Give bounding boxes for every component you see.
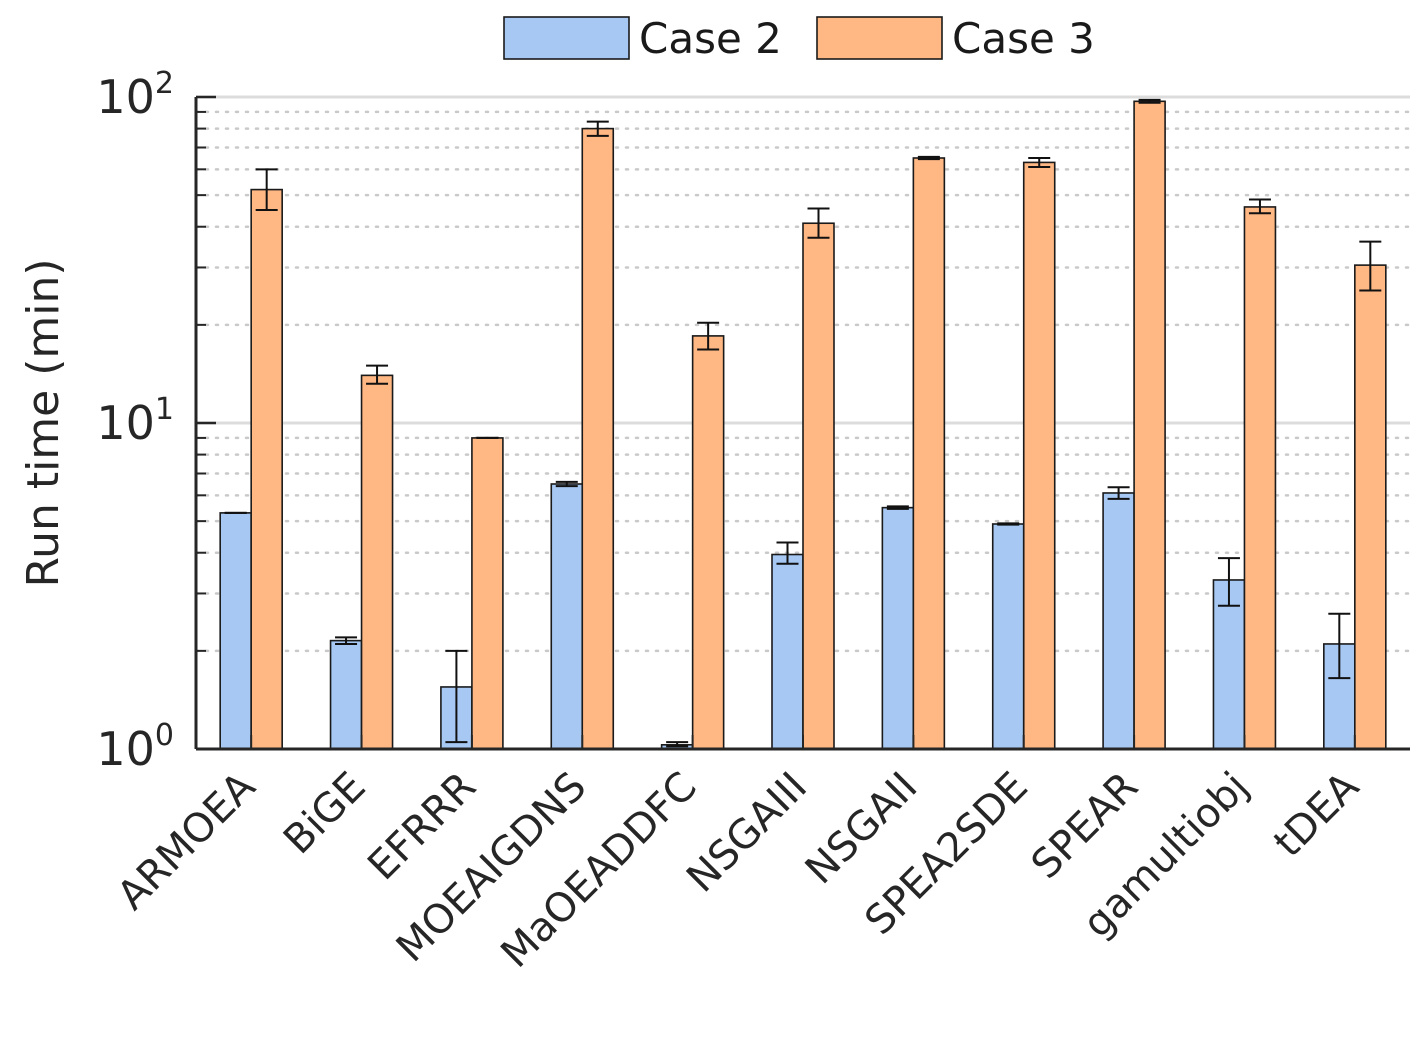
bars [219,98,1387,750]
legend-label: Case 3 [952,14,1095,63]
legend: Case 2 Case 3 [503,14,1095,63]
bar-case-3 [1243,206,1277,750]
axes: ARMOEA BiGEEFRRRMOEAIGDNSMaOEADDFCNSGAIII… [96,66,1410,977]
bar-case-2 [1102,492,1135,750]
bar-case-3 [471,437,504,750]
bar-case-3 [1133,100,1166,750]
x-tick-label: ARMOEA [109,763,265,919]
x-tick-label: NSGAIII [678,764,816,902]
bar-case-2 [881,506,915,750]
bar-case-3 [691,335,725,750]
y-axis-label: Run time (min) [18,258,69,587]
bar-case-3 [802,222,835,750]
bar-case-3 [581,127,615,750]
bar-case-2 [550,483,584,750]
x-tick-label: MaOEADDFC [492,764,705,977]
legend-swatch-case-2 [503,16,630,60]
bar-case-3 [250,188,283,750]
bar-case-3 [1354,264,1387,750]
bar-case-3 [1022,161,1056,750]
bar-case-2 [329,639,363,750]
x-tick-label: MOEAIGDNS [388,764,596,972]
bar-case-3 [912,157,946,750]
y-tick-label: 100 [96,718,174,776]
bar-case-2 [771,553,804,750]
legend-label: Case 2 [639,14,782,63]
y-tick-label: 101 [96,392,174,450]
x-tick-label: tDEA [1265,763,1368,866]
x-tick-label: BiGE [275,764,375,864]
bar-case-3 [360,374,394,750]
legend-swatch-case-3 [816,16,943,60]
y-tick-label: 102 [96,66,174,124]
bar-case-2 [991,523,1025,750]
bar-case-2 [219,512,252,750]
